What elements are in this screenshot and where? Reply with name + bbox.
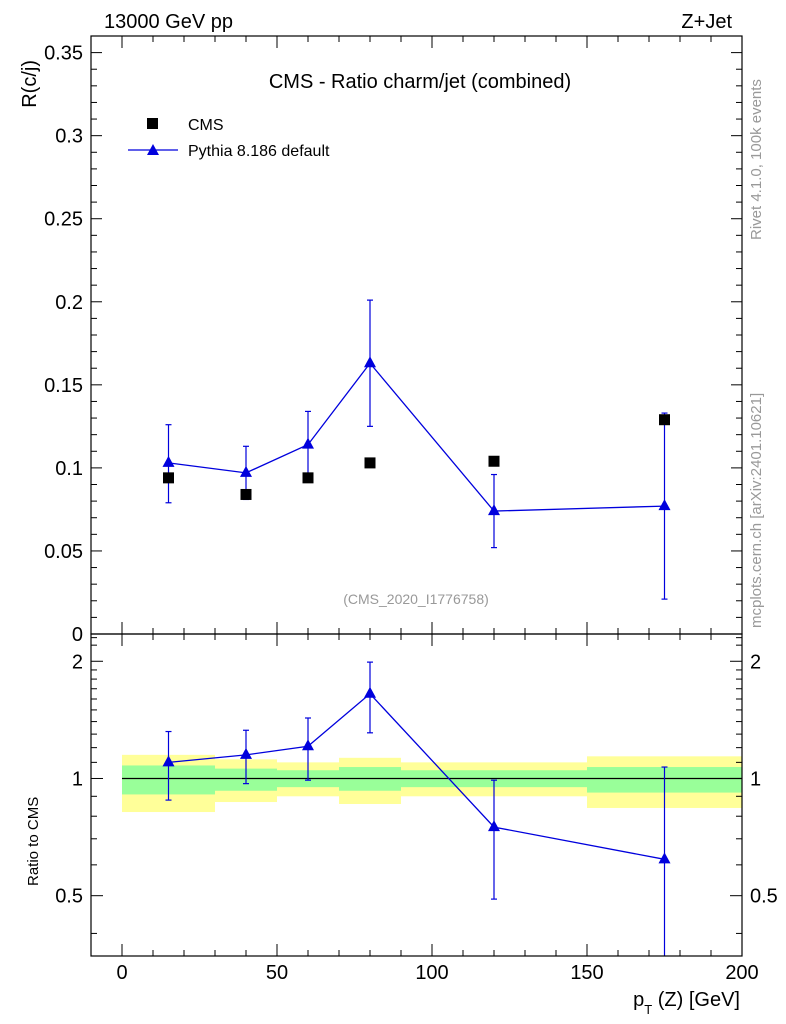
- ratio-y-tick-label-right: 1: [750, 768, 761, 790]
- mcplots-credit-label: mcplots.cern.ch [arXiv:2401.10621]: [748, 393, 765, 628]
- main-y-tick-label: 0.05: [44, 541, 83, 563]
- cms-point: [240, 488, 252, 500]
- analysis-watermark: (CMS_2020_I1776758): [343, 591, 489, 607]
- pythia-point: [488, 504, 500, 516]
- ratio-point: [302, 739, 314, 751]
- x-tick-label: 150: [570, 962, 603, 984]
- x-tick-label: 0: [116, 962, 127, 984]
- legend-cms-label: CMS: [188, 117, 224, 134]
- x-tick-label: 50: [266, 962, 288, 984]
- ratio-point: [488, 820, 500, 832]
- legend-pythia-marker: [147, 144, 159, 155]
- ratio-y-tick-label-right: 2: [750, 651, 761, 673]
- ratio-y-tick-label-right: 0.5: [750, 886, 778, 908]
- legend-cms-marker: [147, 118, 158, 129]
- main-y-axis-label: R(c/j): [19, 60, 41, 108]
- main-title: CMS - Ratio charm/jet (combined): [269, 71, 571, 93]
- pythia-point: [658, 499, 671, 511]
- x-tick-label: 100: [415, 962, 448, 984]
- ratio-y-tick-label: 0.5: [55, 886, 83, 908]
- x-tick-label: 200: [725, 962, 758, 984]
- legend-pythia-label: Pythia 8.186 default: [188, 143, 330, 160]
- main-y-tick-label: 0.3: [55, 126, 83, 148]
- pythia-series-line: [168, 362, 665, 512]
- cms-point: [163, 472, 174, 484]
- header-right: Z+Jet: [681, 11, 732, 33]
- ratio-point: [162, 755, 175, 767]
- cms-point: [488, 455, 500, 467]
- header-left: 13000 GeV pp: [104, 11, 233, 33]
- ratio-point: [240, 747, 252, 759]
- main-y-tick-label: 0.25: [44, 209, 83, 231]
- ratio-series-line: [168, 692, 665, 860]
- main-y-tick-label: 0: [72, 624, 83, 646]
- ratio-y-axis-label: Ratio to CMS: [25, 797, 42, 886]
- pythia-point: [364, 356, 376, 368]
- pythia-point: [240, 465, 252, 477]
- cms-point: [659, 414, 670, 426]
- cms-point: [364, 457, 376, 469]
- main-y-tick-label: 0.2: [55, 292, 83, 314]
- main-y-tick-label: 0.1: [55, 458, 83, 480]
- ratio-frame: [90, 633, 743, 957]
- ratio-point: [658, 852, 671, 864]
- main-y-tick-label: 0.15: [44, 375, 83, 397]
- legend: CMS Pythia 8.186 default: [128, 117, 330, 160]
- ratio-y-tick-label: 1: [72, 768, 83, 790]
- ratio-y-tick-label: 2: [72, 651, 83, 673]
- x-axis-label: pT (Z) [GeV]: [633, 989, 740, 1017]
- pythia-point: [162, 455, 175, 467]
- rivet-version-label: Rivet 4.1.0, 100k events: [748, 79, 765, 240]
- pythia-point: [302, 437, 314, 449]
- main-y-tick-label: 0.35: [44, 43, 83, 65]
- main-panel: 0 0.05 0.1 0.15 0.2 0.25 0.3 0.35 CMS - Ratio c…: [19, 35, 743, 646]
- ratio-point: [364, 686, 376, 698]
- cms-point: [302, 472, 314, 484]
- ratio-panel: 0.5 0.5 1 1 2 2 0 50 100 150 200 Ratio to CMS pT (…: [25, 633, 778, 1017]
